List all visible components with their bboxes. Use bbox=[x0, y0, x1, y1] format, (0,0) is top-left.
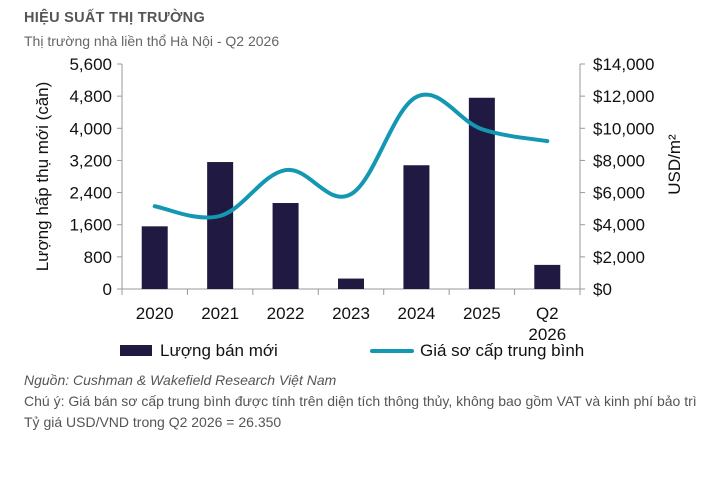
left-tick-label: 0 bbox=[103, 280, 112, 299]
chart-title: HIỆU SUẤT THỊ TRƯỜNG bbox=[24, 10, 206, 26]
legend-line-label: Giá sơ cấp trung bình bbox=[420, 341, 584, 360]
x-tick-label: 2020 bbox=[136, 304, 174, 323]
remark-note: Chú ý: Giá bán sơ cấp trung bình được tí… bbox=[24, 393, 697, 409]
left-tick-label: 5,600 bbox=[69, 55, 112, 74]
left-tick-label: 4,800 bbox=[69, 87, 112, 106]
x-tick-label: 2024 bbox=[398, 304, 436, 323]
right-tick-label: $10,000 bbox=[593, 119, 654, 138]
chart-subtitle: Thị trường nhà liền thổ Hà Nội - Q2 2026 bbox=[24, 33, 280, 49]
bar-2022 bbox=[272, 203, 299, 289]
right-tick-label: $8,000 bbox=[593, 151, 645, 170]
x-tick-label: Q2 bbox=[536, 304, 559, 323]
price-line bbox=[152, 92, 550, 220]
legend-bar-swatch bbox=[120, 345, 152, 356]
legend-bar-label: Lượng bán mới bbox=[160, 341, 278, 360]
right-tick-label: $2,000 bbox=[593, 248, 645, 267]
right-axis-title: USD/m² bbox=[665, 134, 684, 195]
x-tick-label: 2023 bbox=[332, 304, 370, 323]
right-tick-label: $4,000 bbox=[593, 216, 645, 235]
source-note: Nguồn: Cushman & Wakefield Research Việt… bbox=[24, 372, 337, 388]
bar-2020 bbox=[141, 226, 168, 289]
right-tick-label: $6,000 bbox=[593, 184, 645, 203]
left-tick-label: 3,200 bbox=[69, 151, 112, 170]
x-tick-label: 2025 bbox=[463, 304, 501, 323]
x-tick-label: 2022 bbox=[267, 304, 305, 323]
bar-q2-2026 bbox=[534, 264, 561, 289]
left-tick-label: 4,000 bbox=[69, 119, 112, 138]
bar-2021 bbox=[207, 162, 234, 289]
left-axis-title: Lượng hấp thụ mới (căn) bbox=[33, 82, 52, 272]
right-tick-label: $0 bbox=[593, 280, 612, 299]
left-tick-label: 1,600 bbox=[69, 216, 112, 235]
left-tick-label: 2,400 bbox=[69, 184, 112, 203]
bar-2023 bbox=[338, 278, 364, 289]
bar-2024 bbox=[403, 165, 430, 289]
combo-chart: 0 800 1,600 2,400 3,200 4,000 4,800 5,600 $0 $2,0… bbox=[33, 55, 684, 360]
exchange-rate-note: Tỷ giá USD/VND trong Q2 2026 = 26.350 bbox=[24, 414, 282, 430]
chart-notes: Nguồn: Cushman & Wakefield Research Việt… bbox=[24, 370, 704, 433]
left-tick-label: 800 bbox=[84, 248, 112, 267]
x-tick-label: 2021 bbox=[201, 304, 239, 323]
right-tick-label: $12,000 bbox=[593, 87, 654, 106]
x-tick-label-line2: 2026 bbox=[528, 325, 566, 344]
right-tick-label: $14,000 bbox=[593, 55, 654, 74]
